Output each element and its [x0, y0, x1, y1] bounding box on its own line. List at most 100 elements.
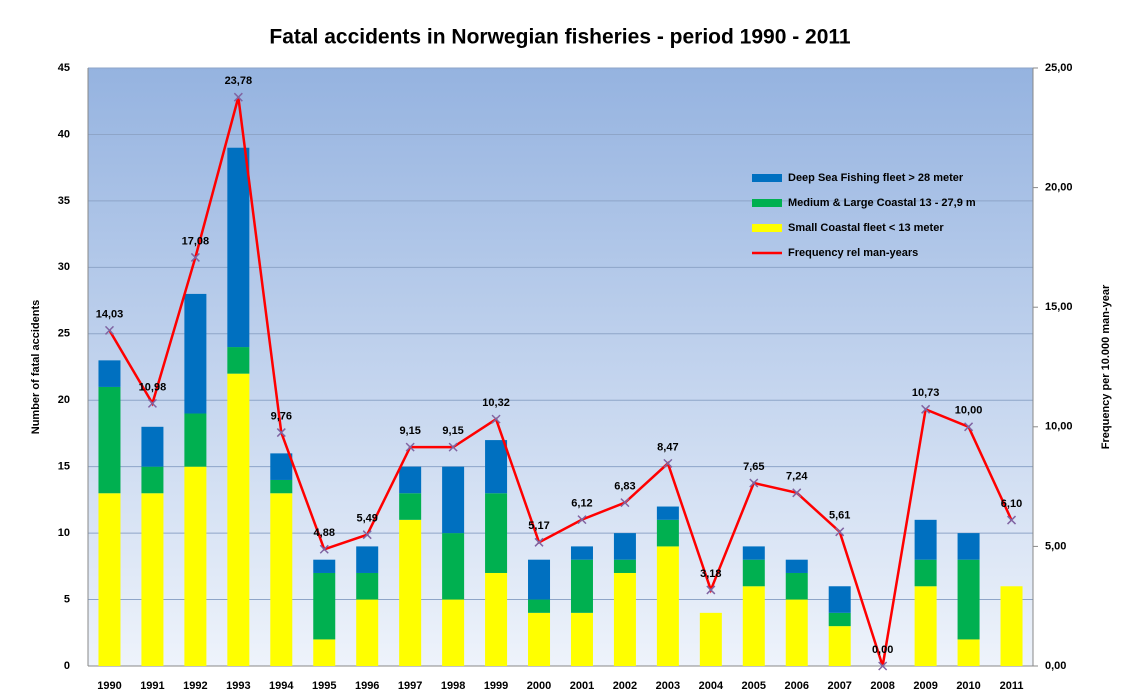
- legend-label: Medium & Large Coastal 13 - 27,9 m: [788, 197, 976, 209]
- x-tick-label: 2002: [613, 680, 637, 692]
- marker: [964, 422, 974, 432]
- bar-segment: [485, 493, 508, 573]
- marker: [577, 515, 587, 525]
- x-tick-label: 2006: [785, 680, 809, 692]
- y-tick-label: 20: [58, 394, 70, 406]
- bar-segment: [742, 559, 765, 587]
- bar-segment: [227, 347, 250, 374]
- x-tick-label: 2007: [827, 680, 851, 692]
- bar-segment: [742, 586, 765, 666]
- bar-segment: [528, 599, 551, 613]
- data-label: 6,10: [1001, 498, 1022, 510]
- bar-segment: [528, 612, 551, 666]
- bar-segment: [613, 559, 636, 573]
- x-tick-label: 2011: [1000, 680, 1024, 692]
- x-tick-label: 1990: [97, 680, 121, 692]
- marker: [276, 428, 286, 438]
- bar-segment: [356, 546, 379, 573]
- bar-segment: [914, 559, 937, 587]
- bar-segment: [699, 612, 722, 666]
- y2-tick-label: 25,00: [1045, 62, 1073, 74]
- bar-segment: [914, 519, 937, 560]
- marker: [792, 488, 802, 498]
- y-tick-label: 35: [58, 195, 70, 207]
- data-label: 17,08: [182, 235, 210, 247]
- marker: [319, 544, 329, 554]
- x-tick-label: 2001: [570, 680, 594, 692]
- y2-tick-label: 15,00: [1045, 301, 1073, 313]
- data-label: 10,32: [482, 397, 510, 409]
- data-label: 6,12: [571, 498, 592, 510]
- data-label: 10,73: [912, 387, 940, 399]
- marker: [620, 498, 630, 508]
- bar-segment: [98, 386, 121, 494]
- bar-segment: [141, 466, 164, 494]
- bar-segment: [141, 426, 164, 467]
- y-tick-label: 0: [64, 660, 70, 672]
- data-label: 4,88: [314, 527, 335, 539]
- data-label: 9,76: [271, 410, 292, 422]
- x-tick-label: 1998: [441, 680, 465, 692]
- marker: [921, 404, 931, 414]
- legend-swatch: [752, 224, 782, 232]
- data-label: 7,24: [786, 471, 808, 483]
- data-label: 10,98: [139, 381, 167, 393]
- bar-segment: [442, 533, 465, 600]
- bar-segment: [828, 612, 851, 627]
- bar-segment: [656, 546, 679, 666]
- bar-segment: [184, 466, 207, 666]
- bar-segment: [270, 493, 293, 666]
- legend-label: Small Coastal fleet < 13 meter: [788, 222, 944, 234]
- x-tick-label: 2008: [870, 680, 894, 692]
- data-label: 6,83: [614, 481, 635, 493]
- bar-segment: [313, 639, 336, 666]
- bar-segment: [98, 493, 121, 666]
- x-tick-label: 2009: [913, 680, 937, 692]
- marker: [448, 442, 458, 452]
- legend-label: Frequency rel man-years: [788, 247, 918, 259]
- bar-segment: [1000, 586, 1023, 666]
- bar-segment: [313, 559, 336, 573]
- bar-segment: [785, 572, 808, 600]
- data-label: 8,47: [657, 441, 678, 453]
- data-label: 14,03: [96, 308, 124, 320]
- data-label: 9,15: [442, 425, 463, 437]
- data-label: 0,00: [872, 644, 893, 656]
- bar-segment: [957, 559, 980, 640]
- bar-segment: [656, 519, 679, 547]
- marker: [405, 442, 415, 452]
- data-label: 9,15: [399, 425, 420, 437]
- x-tick-label: 1999: [484, 680, 508, 692]
- y-tick-label: 15: [58, 461, 70, 473]
- x-tick-label: 1997: [398, 680, 422, 692]
- bar-segment: [399, 519, 422, 666]
- data-label: 23,78: [225, 75, 253, 87]
- y2-axis-label: Frequency per 10.000 man-year: [1100, 284, 1112, 449]
- bar-segment: [785, 599, 808, 666]
- x-tick-label: 2005: [742, 680, 766, 692]
- data-label: 5,17: [528, 520, 549, 532]
- bar-segment: [570, 612, 593, 666]
- bar-segment: [570, 546, 593, 560]
- marker: [1006, 515, 1017, 525]
- x-tick-label: 1995: [312, 680, 336, 692]
- frequency-line: [108, 96, 1013, 667]
- bar-segment: [485, 440, 508, 494]
- y-tick-label: 40: [58, 128, 70, 140]
- marker: [233, 92, 243, 102]
- marker: [749, 478, 759, 488]
- chart-title: Fatal accidents in Norwegian fisheries -…: [269, 26, 851, 49]
- legend-swatch: [752, 199, 782, 207]
- legend-swatch: [752, 174, 782, 182]
- bar-segment: [957, 639, 980, 666]
- bar-segment: [570, 559, 593, 613]
- bar-segment: [141, 493, 164, 666]
- marker: [104, 325, 115, 335]
- y-tick-label: 30: [58, 261, 70, 273]
- y-tick-label: 25: [58, 328, 70, 340]
- x-tick-label: 1992: [183, 680, 207, 692]
- bar-segment: [914, 586, 937, 666]
- bar-segment: [356, 572, 379, 600]
- marker: [491, 414, 501, 424]
- y2-tick-label: 0,00: [1045, 660, 1066, 672]
